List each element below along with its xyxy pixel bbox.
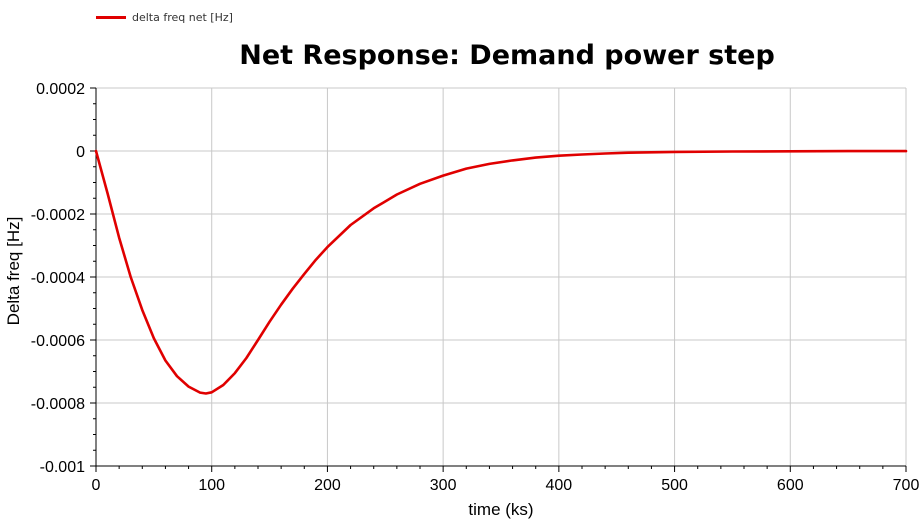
x-tick-label: 100 [198,477,225,494]
y-tick-label: -0.0004 [31,270,85,287]
y-axis-label: Delta freq [Hz] [4,217,23,326]
chart-title: Net Response: Demand power step [239,40,775,71]
y-tick-label: 0.0002 [36,81,85,98]
x-tick-label: 200 [314,477,341,494]
legend: delta freq net [Hz] [96,8,233,26]
x-tick-label: 300 [430,477,457,494]
series-line [94,149,908,395]
x-tick-label: 500 [661,477,688,494]
x-tick-label: 0 [92,477,101,494]
y-tick-label: -0.001 [40,459,85,476]
x-axis-label: time (ks) [468,500,533,519]
y-tick-label: -0.0008 [31,396,85,413]
legend-swatch [96,15,126,19]
y-tick-label: 0 [76,144,85,161]
legend-label: delta freq net [Hz] [132,10,233,24]
y-tick-label: -0.0006 [31,333,85,350]
y-tick-label: -0.0002 [31,207,85,224]
x-tick-label: 600 [777,477,804,494]
x-tick-label: 400 [546,477,573,494]
x-tick-label: 700 [893,477,920,494]
